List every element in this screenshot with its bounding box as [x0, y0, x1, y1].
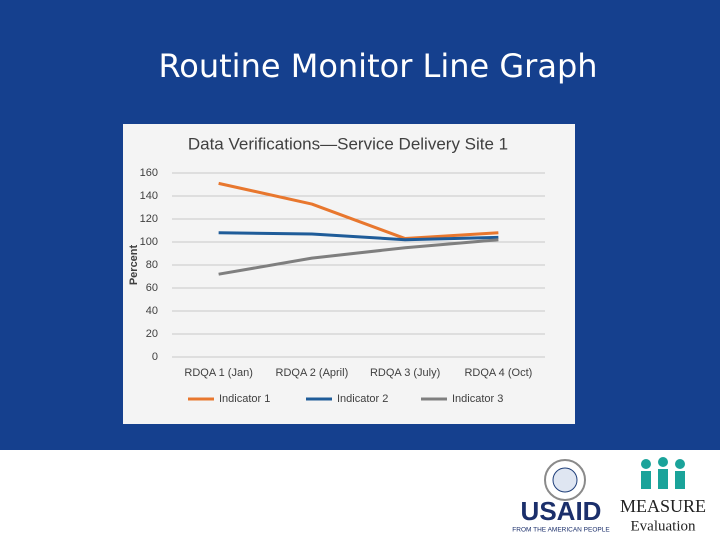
x-tick-label: RDQA 3 (July): [370, 367, 440, 379]
legend-label: Indicator 3: [452, 393, 503, 405]
usaid-tagline: FROM THE AMERICAN PEOPLE: [512, 527, 610, 534]
series-line: [218, 238, 499, 276]
slide-title: Routine Monitor Line Graph: [158, 47, 597, 85]
measure-figures: [641, 457, 685, 489]
y-tick-label: 100: [140, 236, 158, 248]
y-tick-label: 160: [140, 167, 158, 179]
measure-wordmark: MEASURE: [620, 496, 706, 516]
y-tick-label: 20: [146, 328, 158, 340]
legend-label: Indicator 1: [219, 393, 270, 405]
y-tick-label: 60: [146, 282, 158, 294]
y-tick-label: 140: [140, 190, 158, 202]
y-tick-label: 40: [146, 305, 158, 317]
chart-title: Data Verifications—Service Delivery Site…: [188, 134, 508, 153]
usaid-seal-inner: [552, 467, 578, 493]
x-tick-label: RDQA 1 (Jan): [184, 367, 252, 379]
series-line: [218, 181, 499, 241]
chart-panel: [123, 124, 575, 424]
plot: 0 20 40 60 80 100 120 140 160 RDQA 1 (Jan) RDQA 2 …: [140, 167, 545, 405]
y-axis-label: Percent: [128, 244, 140, 285]
x-tick-label: RDQA 2 (April): [276, 367, 349, 379]
footer: [0, 450, 720, 540]
evaluation-wordmark: Evaluation: [631, 518, 696, 534]
series-line: [218, 231, 499, 242]
legend-label: Indicator 2: [337, 393, 388, 405]
y-tick-label: 0: [152, 351, 158, 363]
usaid-wordmark: USAID: [521, 496, 602, 526]
y-tick-label: 80: [146, 259, 158, 271]
x-tick-label: RDQA 4 (Oct): [464, 367, 532, 379]
y-tick-label: 120: [140, 213, 158, 225]
